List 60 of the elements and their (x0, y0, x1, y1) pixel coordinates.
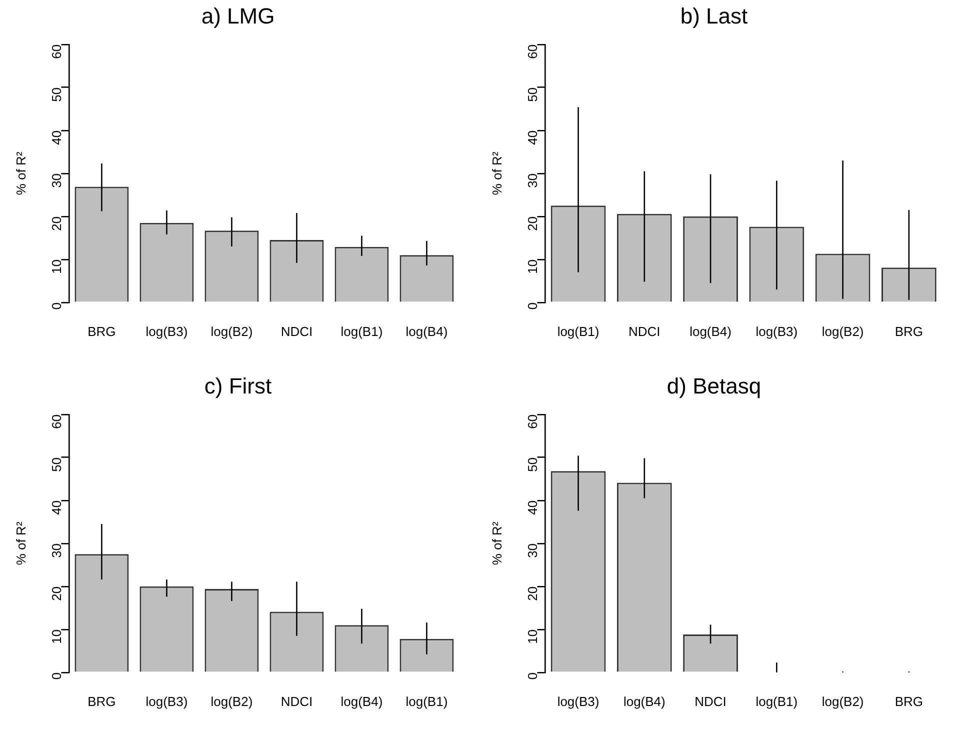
y-axis-title: % of R² (489, 521, 504, 566)
y-tick-label: 30 (524, 173, 540, 188)
y-tick-label: 0 (48, 302, 64, 310)
x-tick-label: log(B2) (822, 324, 864, 339)
y-tick-label: 40 (48, 500, 64, 515)
x-tick-label: BRG (894, 694, 924, 709)
y-tick-label: 10 (524, 259, 540, 274)
x-tick-label: log(B3) (146, 324, 188, 339)
y-tick-label: 0 (524, 302, 540, 310)
chart-title: b) Last (680, 3, 748, 28)
x-tick-label: log(B2) (822, 694, 864, 709)
y-tick-label: 60 (524, 414, 540, 429)
x-tick-label: log(B3) (557, 694, 600, 709)
y-tick-label: 40 (524, 130, 540, 145)
y-tick-label: 0 (48, 672, 64, 680)
y-tick-label: 40 (524, 500, 540, 515)
x-tick-label: log(B4) (406, 324, 448, 339)
y-tick-label: 50 (524, 87, 540, 102)
y-tick-label: 20 (524, 586, 540, 601)
x-tick-label: NDCI (628, 324, 660, 339)
x-tick-label: BRG (88, 694, 116, 709)
y-tick-label: 10 (524, 629, 540, 644)
y-tick-label: 0 (524, 672, 540, 680)
x-tick-label: BRG (894, 324, 924, 339)
chart-title: c) First (204, 373, 272, 398)
y-tick-label: 60 (48, 414, 64, 429)
x-tick-label: log(B4) (340, 694, 383, 709)
y-axis-title: % of R² (489, 151, 504, 196)
y-axis-title: % of R² (13, 521, 28, 566)
y-tick-label: 50 (524, 457, 540, 472)
x-tick-label: log(B2) (210, 694, 253, 709)
y-tick-label: 20 (48, 216, 64, 231)
x-tick-label: log(B1) (340, 324, 383, 339)
x-tick-label: log(B4) (690, 324, 732, 339)
y-tick-label: 50 (48, 87, 64, 102)
x-tick-label: BRG (88, 324, 116, 339)
x-tick-label: NDCI (280, 324, 313, 339)
y-axis-title: % of R² (13, 151, 28, 196)
y-tick-label: 50 (48, 457, 64, 472)
y-tick-label: 30 (48, 173, 64, 188)
x-tick-label: log(B3) (756, 324, 798, 339)
chart-title: a) LMG (201, 3, 275, 28)
x-tick-label: log(B1) (406, 694, 448, 709)
y-tick-label: 30 (524, 543, 540, 558)
y-tick-label: 40 (48, 130, 64, 145)
y-tick-label: 10 (48, 629, 64, 644)
x-tick-label: log(B1) (557, 324, 600, 339)
x-tick-label: NDCI (694, 694, 726, 709)
x-tick-label: log(B4) (623, 694, 666, 709)
y-tick-label: 10 (48, 259, 64, 274)
chart-title: d) Betasq (666, 373, 762, 398)
x-tick-label: log(B3) (146, 694, 188, 709)
x-tick-label: log(B2) (210, 324, 253, 339)
y-tick-label: 60 (48, 44, 64, 59)
y-tick-label: 20 (48, 586, 64, 601)
y-tick-label: 30 (48, 543, 64, 558)
y-tick-label: 20 (524, 216, 540, 231)
x-tick-label: log(B1) (756, 694, 798, 709)
x-tick-label: NDCI (280, 694, 313, 709)
y-tick-label: 60 (524, 44, 540, 59)
